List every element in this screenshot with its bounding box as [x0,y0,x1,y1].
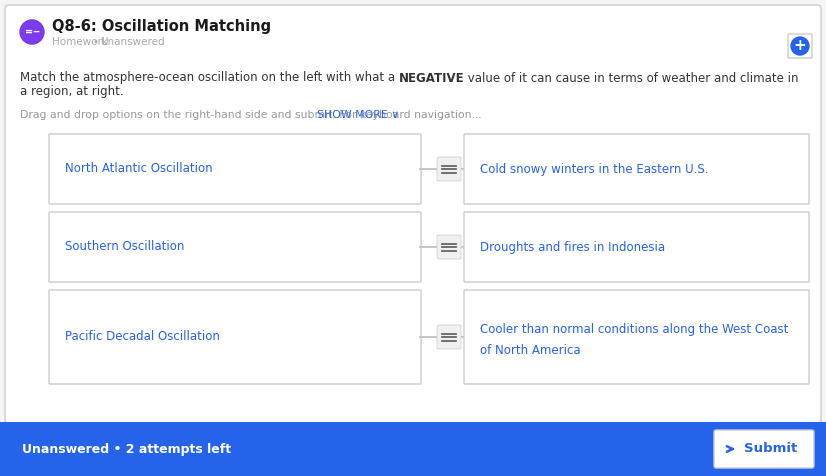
FancyBboxPatch shape [49,134,421,204]
Text: NEGATIVE: NEGATIVE [399,71,464,85]
Text: Cold snowy winters in the Eastern U.S.: Cold snowy winters in the Eastern U.S. [480,162,709,176]
FancyBboxPatch shape [464,134,809,204]
Text: Unanswered • 2 attempts left: Unanswered • 2 attempts left [22,443,231,456]
Text: a region, at right.: a region, at right. [20,86,124,99]
Bar [0,422,826,476]
Text: of North America: of North America [480,344,581,357]
Text: =‒: =‒ [25,27,40,37]
Text: +: + [794,39,806,53]
FancyBboxPatch shape [788,34,812,58]
Circle shape [791,37,809,55]
Text: Homework: Homework [52,37,108,47]
Text: SHOW MORE ∨: SHOW MORE ∨ [310,110,399,120]
Text: value of it can cause in terms of weather and climate in: value of it can cause in terms of weathe… [464,71,799,85]
FancyBboxPatch shape [464,212,809,282]
FancyBboxPatch shape [437,325,461,349]
Text: Q8-6: Oscillation Matching: Q8-6: Oscillation Matching [52,19,271,33]
FancyBboxPatch shape [49,290,421,384]
Text: •: • [92,37,98,47]
Text: Drag and drop options on the right-hand side and submit. For keyboard navigation: Drag and drop options on the right-hand … [20,110,482,120]
Text: Southern Oscillation: Southern Oscillation [65,240,184,254]
Text: North Atlantic Oscillation: North Atlantic Oscillation [65,162,212,176]
Text: Cooler than normal conditions along the West Coast: Cooler than normal conditions along the … [480,324,788,337]
FancyBboxPatch shape [437,235,461,259]
Text: Unanswered: Unanswered [100,37,164,47]
Text: Match the atmosphere-ocean oscillation on the left with what a: Match the atmosphere-ocean oscillation o… [20,71,399,85]
Text: Droughts and fires in Indonesia: Droughts and fires in Indonesia [480,240,665,254]
Text: Submit: Submit [744,443,797,456]
FancyBboxPatch shape [437,157,461,181]
FancyBboxPatch shape [464,290,809,384]
FancyBboxPatch shape [714,430,814,468]
Text: Pacific Decadal Oscillation: Pacific Decadal Oscillation [65,330,220,344]
FancyBboxPatch shape [5,5,821,423]
FancyBboxPatch shape [49,212,421,282]
Circle shape [20,20,44,44]
